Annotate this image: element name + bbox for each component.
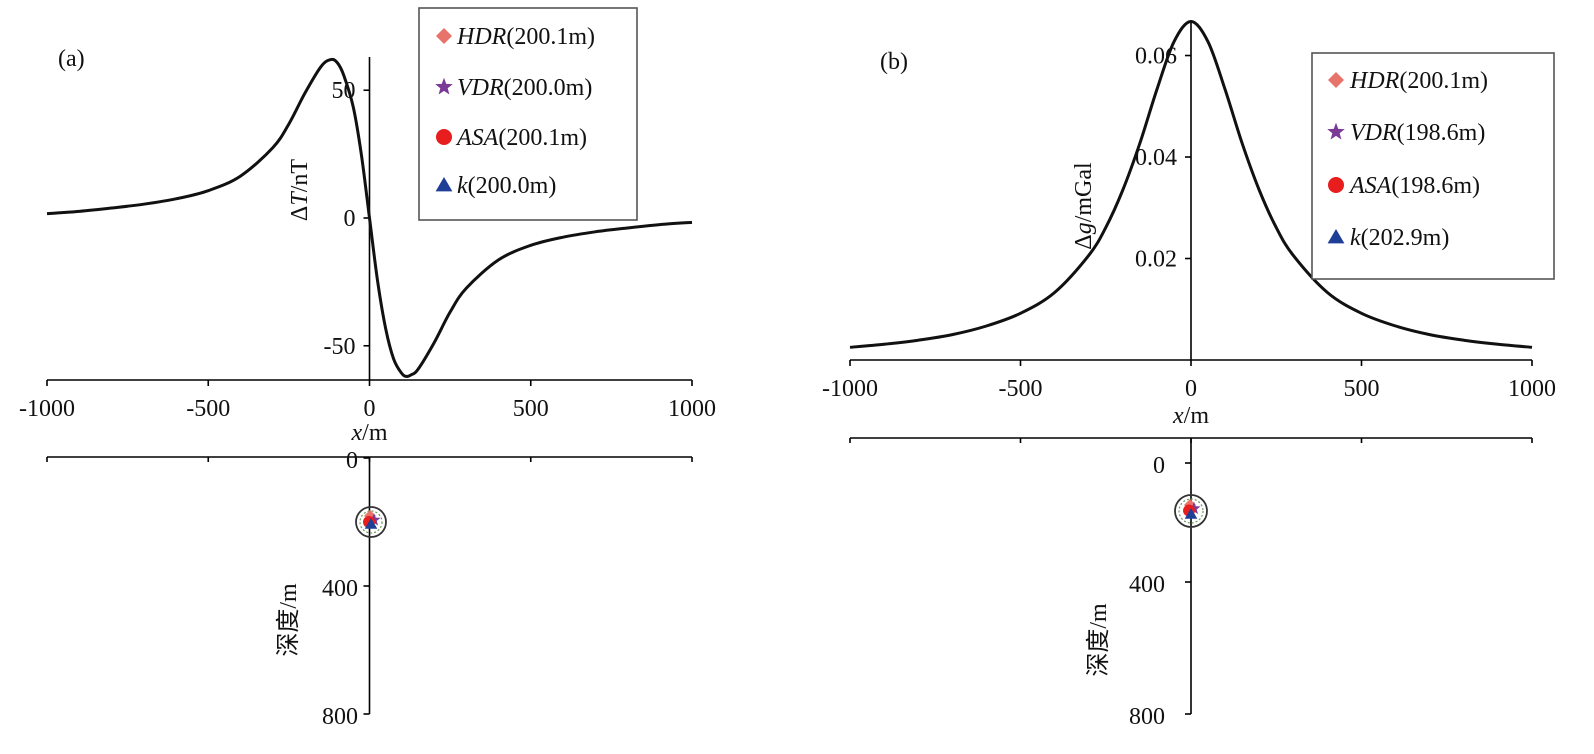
estimate-marker-k [364,518,378,529]
panel-a: (a)-1000 -500 0 500 1000x/m500-50ΔT/nTHDR(20… [19,7,716,730]
panel-label: (b) [880,49,908,75]
legend-label-asa: ASA(200.1m) [455,125,587,151]
x-tick-label: -1000 [19,396,75,422]
legend-label-k: k(200.0m) [457,173,556,199]
legend-marker-hdr [436,28,452,44]
legend-label-k: k(202.9m) [1350,225,1449,251]
depth-section: 0 400 800 深度/m [849,437,1533,730]
y-tick-label: 0.04 [1135,145,1177,171]
x-tick-label: 500 [1344,376,1380,402]
y-axis-label: ΔT/nT [287,159,313,221]
x-tick-label: 500 [513,396,549,422]
legend-marker-vdr [1327,122,1345,140]
x-axis-label: x/m [1172,403,1209,429]
x-tick-label: 0 [1185,376,1197,402]
x-axis-label: x/m [351,420,388,446]
y-tick-label: -50 [324,334,356,360]
source-inner-ring [359,510,383,534]
x-tick-label: 0 [364,396,376,422]
x-tick-label: 1000 [1508,376,1556,402]
depth-tick-label: 400 [322,576,358,602]
depth-tick-label: 0 [346,448,358,474]
depth-section: 0 400 800 深度/m [46,448,693,730]
x-tick-label: -1000 [822,376,878,402]
x-tick-label: 1000 [668,396,716,422]
legend-label-hdr: HDR(200.1m) [1349,68,1488,94]
panel-label: (a) [58,46,85,72]
y-axis-label: Δg/mGal [1071,162,1097,250]
legend-marker-k [1327,229,1345,244]
depth-axis-label: 深度/m [1085,603,1112,677]
depth-tick-label: 800 [322,704,358,730]
x-tick-label: -500 [999,376,1043,402]
legend: HDR(200.1m) VDR(200.0m) ASA(200.1m) k(200.0… [418,7,638,221]
y-tick-label: 0.02 [1135,247,1177,273]
source-inner-ring [1178,498,1204,524]
legend-marker-vdr [435,77,453,95]
depth-tick-label: 0 [1153,453,1165,479]
estimate-marker-k [1184,507,1198,519]
x-tick-label: -500 [186,396,230,422]
legend-label-hdr: HDR(200.1m) [456,24,595,50]
series-line [849,20,1533,349]
legend: HDR(200.1m) VDR(198.6m) ASA(198.6m) k(202.9… [1311,52,1555,280]
legend-label-vdr: VDR(198.6m) [1350,120,1485,146]
legend-box [418,7,638,221]
depth-tick-label: 800 [1129,704,1165,730]
depth-axis-label: 深度/m [275,583,302,657]
legend-marker-k [435,177,453,192]
source-location-circle [1174,494,1208,528]
legend-marker-asa [436,129,452,145]
legend-label-vdr: VDR(200.0m) [457,75,592,101]
legend-label-asa: ASA(198.6m) [1348,173,1480,199]
source-location-circle [355,506,387,538]
legend-marker-hdr [1328,72,1344,88]
series-line [46,57,693,378]
legend-box [1311,52,1555,280]
y-tick-label: 0 [344,206,356,232]
panel-b: (b)-1000 -500 0 500 1000x/m0.060.040.02Δg/mG… [822,20,1556,730]
depth-tick-label: 400 [1129,572,1165,598]
legend-marker-asa [1328,177,1344,193]
